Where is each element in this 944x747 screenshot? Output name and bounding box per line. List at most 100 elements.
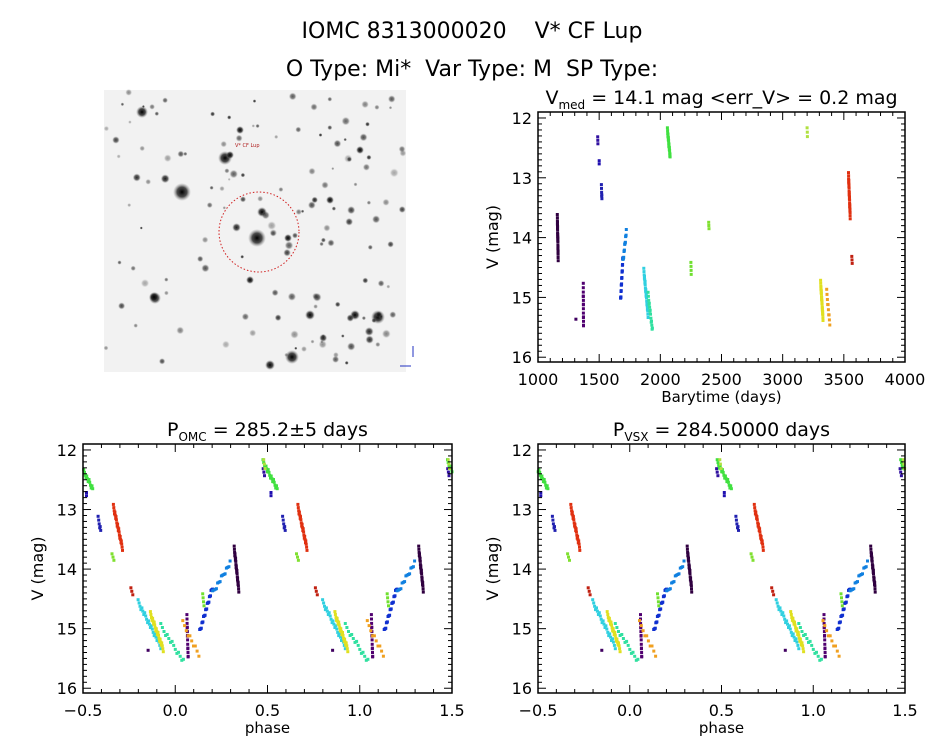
data-point [607, 616, 611, 620]
data-point [628, 647, 632, 651]
data-point [644, 288, 648, 292]
data-point [643, 278, 647, 282]
data-point [774, 598, 778, 602]
data-point [847, 183, 851, 187]
data-point [840, 600, 844, 604]
data-point [688, 572, 692, 576]
star [128, 120, 132, 124]
lightcurve-chart: Vmed = 14.1 mag <err_V> = 0.2 mag 1000 150… [483, 87, 925, 406]
data-point [131, 593, 135, 597]
data-point [645, 301, 649, 305]
data-point [173, 647, 177, 651]
data-point [649, 316, 653, 320]
data-point [540, 474, 544, 478]
data-point [662, 594, 666, 598]
data-point [343, 637, 347, 641]
star [398, 206, 406, 213]
data-point [643, 634, 647, 638]
star [290, 330, 299, 339]
data-point [607, 634, 611, 638]
star [136, 106, 148, 118]
data-point [801, 647, 805, 651]
data-point [640, 646, 643, 650]
star [361, 316, 366, 321]
star [139, 226, 143, 230]
y-tick-label: 16 [512, 348, 532, 367]
chart-title-rest: = 14.1 mag <err_V> = 0.2 mag [585, 87, 897, 109]
data-point [201, 592, 205, 596]
axis-ticks [537, 112, 906, 362]
star [284, 352, 289, 357]
star [118, 302, 126, 310]
star [251, 124, 255, 128]
data-point [577, 542, 581, 546]
star [274, 314, 282, 322]
data-point [626, 643, 630, 647]
star [310, 339, 315, 344]
data-point [296, 506, 300, 510]
data-point [847, 186, 851, 190]
data-point [343, 647, 347, 651]
star [285, 350, 299, 364]
data-point [261, 467, 265, 471]
data-point [786, 622, 789, 626]
star [387, 241, 394, 248]
data-point [418, 559, 422, 563]
data-point [618, 634, 622, 637]
star [381, 329, 391, 339]
data-point [111, 555, 115, 559]
data-point [816, 654, 820, 658]
data-point [321, 598, 325, 602]
data-point [330, 621, 334, 625]
data-point [296, 558, 300, 562]
star [327, 125, 333, 131]
star [127, 203, 132, 208]
y-tick-label: 15 [512, 620, 532, 639]
data-point [236, 584, 240, 588]
star [375, 311, 383, 318]
data-point [819, 289, 823, 293]
star [112, 136, 120, 144]
data-point [726, 480, 730, 484]
star [312, 292, 319, 300]
data-point [302, 530, 306, 534]
data-point [822, 630, 826, 634]
data-point [175, 651, 179, 655]
data-point [446, 467, 450, 471]
chart-title-main: P [167, 419, 178, 441]
x-tick-label: 1000 [518, 370, 559, 389]
star [284, 241, 294, 250]
star [319, 241, 324, 247]
data-point [846, 594, 850, 598]
data-point [657, 604, 661, 608]
data-point [646, 316, 650, 319]
data-point [421, 581, 425, 585]
data-point [364, 658, 368, 662]
data-point [899, 458, 903, 462]
data-point [336, 630, 340, 634]
data-point [190, 639, 194, 643]
data-point [185, 613, 189, 617]
data-point [873, 581, 877, 585]
data-point [758, 530, 762, 534]
data-point [760, 539, 764, 543]
data-point [821, 313, 825, 317]
data-point [777, 608, 781, 612]
data-point [272, 478, 275, 481]
data-point [729, 487, 733, 491]
data-point [304, 542, 308, 546]
data-point [234, 559, 238, 563]
star [359, 133, 368, 142]
star [301, 346, 307, 352]
data-point [556, 225, 560, 229]
data-point [646, 290, 650, 294]
data-point [823, 651, 827, 654]
data-point [639, 621, 643, 625]
star [375, 341, 381, 348]
data-point [199, 626, 203, 630]
data-point [798, 626, 802, 629]
data-point [327, 611, 331, 615]
sky-image: V* CF Lup [103, 89, 414, 372]
data-point [726, 478, 730, 481]
data-point [597, 611, 601, 615]
